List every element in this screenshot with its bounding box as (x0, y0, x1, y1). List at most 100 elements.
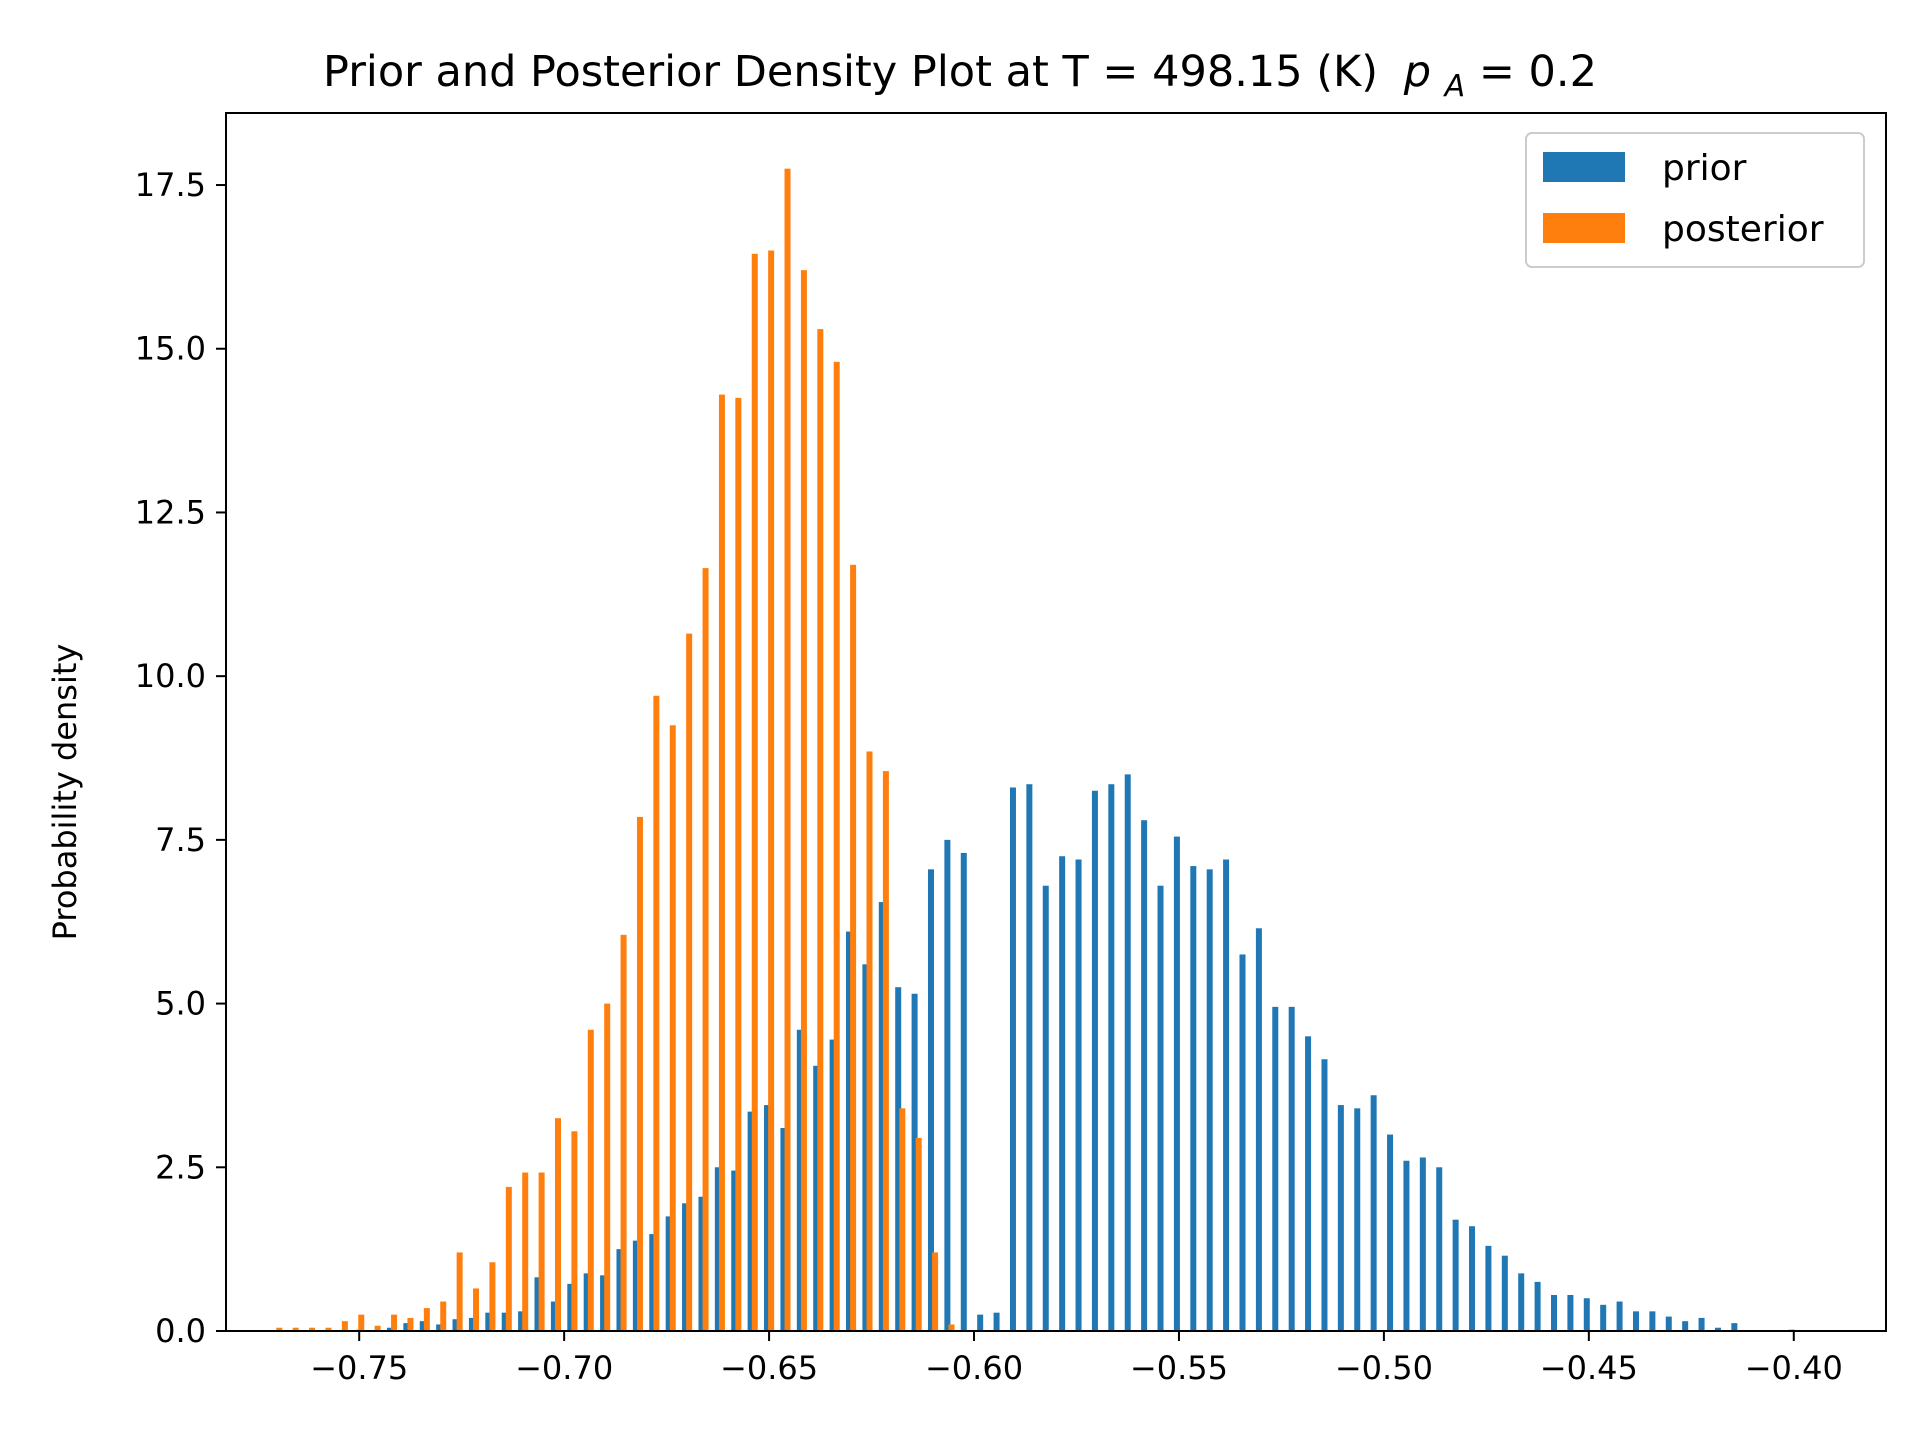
bar-posterior-13 (489, 1262, 496, 1331)
bar-posterior-33 (817, 329, 824, 1332)
x-tick-label-0: −0.75 (310, 1349, 408, 1387)
bar-prior-56 (1288, 1006, 1295, 1331)
bar-posterior-8 (407, 1317, 414, 1331)
bar-prior-25 (780, 1128, 787, 1331)
bar-prior-26 (796, 1029, 803, 1331)
bar-prior-17 (649, 1234, 656, 1331)
bar-prior-71 (1534, 1281, 1541, 1331)
bar-prior-46 (1124, 774, 1131, 1331)
bar-prior-57 (1305, 1036, 1312, 1331)
bar-prior-79 (1665, 1316, 1672, 1331)
bar-prior-2 (403, 1323, 410, 1331)
bar-prior-53 (1239, 954, 1246, 1331)
bar-prior-83 (1731, 1323, 1738, 1331)
bar-posterior-12 (473, 1288, 480, 1331)
y-tick-label-3: 7.5 (155, 821, 206, 859)
bar-prior-18 (665, 1216, 672, 1331)
bar-posterior-4 (341, 1321, 348, 1331)
bar-posterior-28 (735, 397, 742, 1332)
bar-posterior-21 (620, 934, 627, 1331)
bar-posterior-26 (702, 568, 709, 1331)
bar-posterior-25 (686, 633, 693, 1331)
bar-prior-41 (1042, 885, 1049, 1331)
bar-prior-23 (747, 1111, 754, 1331)
x-tick-label-1: −0.70 (515, 1349, 613, 1387)
ticks-layer: −0.75 −0.70 −0.65 −0.60 −0.55 −0.50 −0.45 −0.40… (135, 166, 1843, 1387)
legend-label-prior: prior (1662, 148, 1747, 189)
bar-prior-5 (452, 1319, 459, 1331)
bar-prior-54 (1255, 928, 1262, 1331)
bar-posterior-30 (768, 250, 775, 1331)
bar-prior-51 (1206, 869, 1213, 1331)
y-axis-label: Probability density (46, 644, 84, 941)
bar-prior-52 (1223, 859, 1230, 1331)
bar-prior-1 (386, 1327, 393, 1331)
bar-prior-42 (1059, 856, 1066, 1331)
bar-posterior-22 (636, 816, 643, 1331)
bar-prior-68 (1485, 1245, 1492, 1331)
bar-posterior-16 (538, 1172, 545, 1331)
bar-prior-38 (993, 1312, 1000, 1331)
bar-prior-12 (567, 1283, 574, 1331)
bar-prior-60 (1354, 1108, 1361, 1331)
y-tick-label-2: 5.0 (155, 985, 206, 1023)
y-tick-label-5: 12.5 (135, 493, 206, 531)
bar-prior-33 (911, 993, 918, 1331)
bar-prior-49 (1173, 836, 1180, 1331)
bar-prior-82 (1714, 1327, 1721, 1331)
bar-posterior-27 (718, 394, 725, 1332)
bar-prior-40 (1026, 784, 1033, 1331)
bar-prior-44 (1091, 790, 1098, 1331)
bar-posterior-36 (866, 751, 873, 1331)
bar-prior-14 (600, 1275, 607, 1331)
y-tick-label-1: 2.5 (155, 1148, 206, 1186)
chart-title-main: Prior and Posterior Density Plot at T = … (323, 47, 1378, 97)
bar-prior-22 (731, 1170, 738, 1331)
legend-swatch-posterior (1543, 213, 1625, 243)
x-tick-label-3: −0.60 (925, 1349, 1023, 1387)
bar-prior-69 (1501, 1255, 1508, 1331)
bar-prior-16 (632, 1240, 639, 1331)
bar-prior-50 (1190, 866, 1197, 1331)
bar-prior-67 (1469, 1226, 1476, 1331)
bar-prior-55 (1272, 1006, 1279, 1331)
bar-prior-65 (1436, 1167, 1443, 1331)
bar-prior-6 (468, 1317, 475, 1331)
bar-posterior-41 (948, 1324, 955, 1331)
legend-swatch-prior (1543, 152, 1625, 182)
bar-prior-77 (1632, 1311, 1639, 1331)
bar-prior-39 (1009, 787, 1016, 1331)
bar-prior-32 (895, 987, 902, 1331)
bar-prior-80 (1682, 1321, 1689, 1331)
bar-prior-15 (616, 1249, 623, 1331)
bar-posterior-19 (587, 1029, 594, 1331)
bar-posterior-5 (358, 1314, 365, 1331)
bar-prior-63 (1403, 1160, 1410, 1331)
bar-posterior-32 (800, 270, 807, 1331)
bar-posterior-38 (899, 1108, 906, 1331)
bar-posterior-6 (374, 1325, 381, 1331)
y-tick-label-4: 10.0 (135, 657, 206, 695)
bar-posterior-24 (669, 725, 676, 1331)
chart-title-variable: p (1403, 47, 1431, 97)
bar-prior-64 (1419, 1157, 1426, 1331)
x-tick-label-5: −0.50 (1335, 1349, 1433, 1387)
bar-posterior-9 (423, 1308, 430, 1331)
x-tick-label-2: −0.65 (720, 1349, 818, 1387)
bar-prior-58 (1321, 1059, 1328, 1331)
chart-title-subscript: A (1443, 69, 1466, 104)
bar-prior-74 (1583, 1298, 1590, 1331)
bar-posterior-29 (751, 253, 758, 1331)
bar-prior-20 (698, 1196, 705, 1331)
bar-posterior-40 (932, 1252, 939, 1331)
bar-prior-75 (1600, 1304, 1607, 1331)
bar-prior-19 (682, 1203, 689, 1331)
bar-prior-45 (1108, 784, 1115, 1331)
bar-posterior-34 (833, 361, 840, 1332)
bar-prior-30 (862, 964, 869, 1331)
bar-posterior-31 (784, 168, 791, 1331)
bar-posterior-39 (915, 1137, 922, 1331)
bar-prior-73 (1567, 1294, 1574, 1331)
bar-posterior-11 (456, 1252, 463, 1331)
